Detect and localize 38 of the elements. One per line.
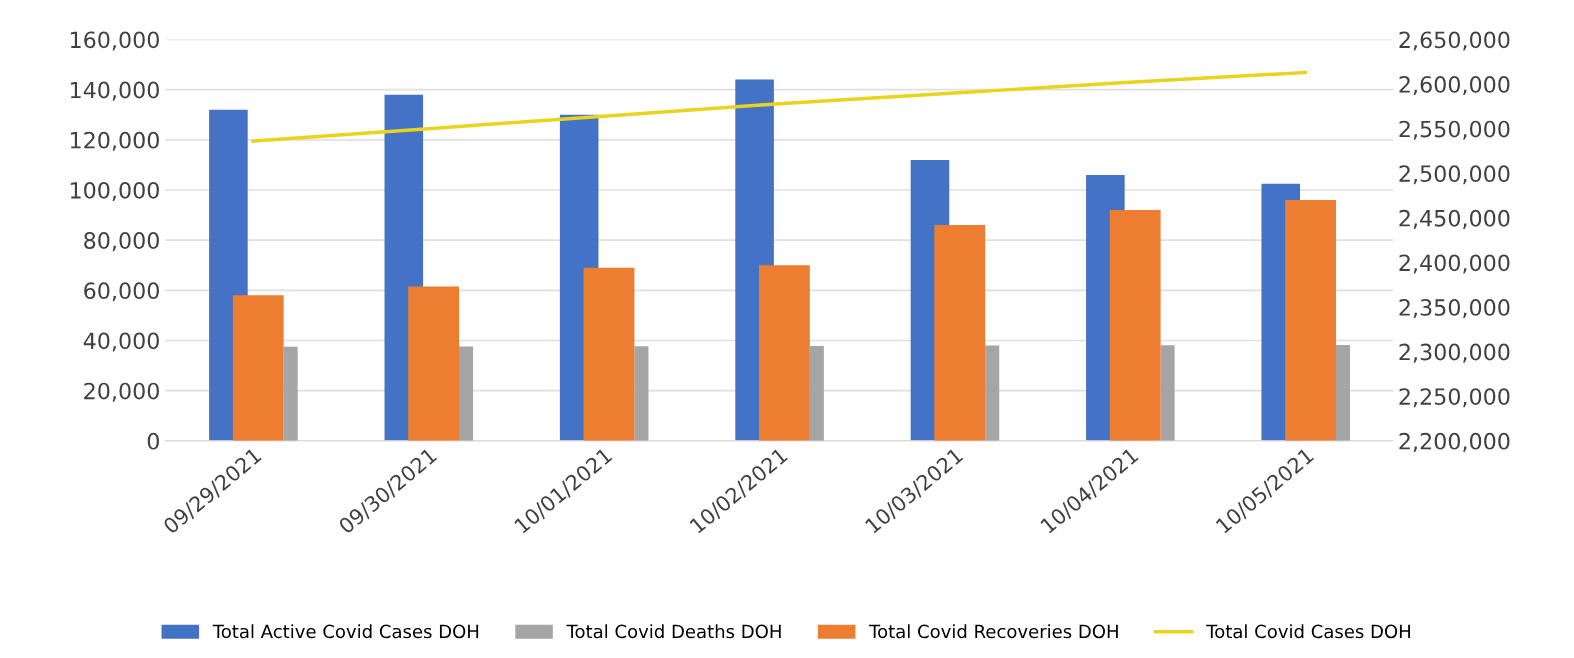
y2-tick-label: 2,450,000: [1399, 209, 1510, 229]
legend-label: Total Covid Cases DOH: [1206, 624, 1410, 639]
y2-tick-label: 2,550,000: [1399, 120, 1510, 140]
y-tick-label: 0: [147, 432, 159, 450]
bar: [232, 295, 284, 441]
y2-tick-label: 2,400,000: [1399, 254, 1510, 274]
bar: [634, 346, 649, 441]
y-tick-label: 20,000: [84, 382, 159, 402]
y2-tick-label: 2,600,000: [1399, 76, 1510, 96]
y-tick-label: 160,000: [70, 31, 159, 51]
bar: [459, 346, 474, 441]
bar: [809, 346, 824, 441]
bar: [1285, 200, 1336, 441]
bar: [985, 345, 1000, 441]
y-tick-label: 60,000: [84, 282, 159, 302]
y2-tick-label: 2,650,000: [1399, 31, 1510, 51]
bar: [583, 267, 635, 441]
legend-label: Total Covid Recoveries DOH: [869, 624, 1118, 639]
y2-tick-label: 2,200,000: [1399, 432, 1510, 452]
bar: [1335, 345, 1351, 441]
legend-label: Total Covid Deaths DOH: [566, 624, 781, 639]
bar: [408, 286, 460, 441]
bar: [934, 225, 986, 441]
legend-label: Total Active Covid Cases DOH: [212, 624, 479, 639]
bar: [1160, 345, 1175, 441]
y2-tick-label: 2,350,000: [1399, 299, 1510, 319]
y2-tick-label: 2,300,000: [1399, 343, 1510, 363]
y2-tick-label: 2,500,000: [1399, 165, 1510, 185]
y-tick-label: 80,000: [84, 232, 159, 252]
y-tick-label: 40,000: [83, 332, 159, 352]
line-series: [251, 70, 1308, 143]
y2-tick-label: 2,250,000: [1399, 388, 1510, 408]
y-tick-label: 140,000: [70, 81, 159, 101]
bar: [1109, 210, 1161, 441]
y-tick-label: 120,000: [70, 131, 159, 151]
y-tick-label: 100,000: [70, 181, 159, 202]
bar: [758, 265, 810, 441]
bar: [283, 346, 298, 441]
